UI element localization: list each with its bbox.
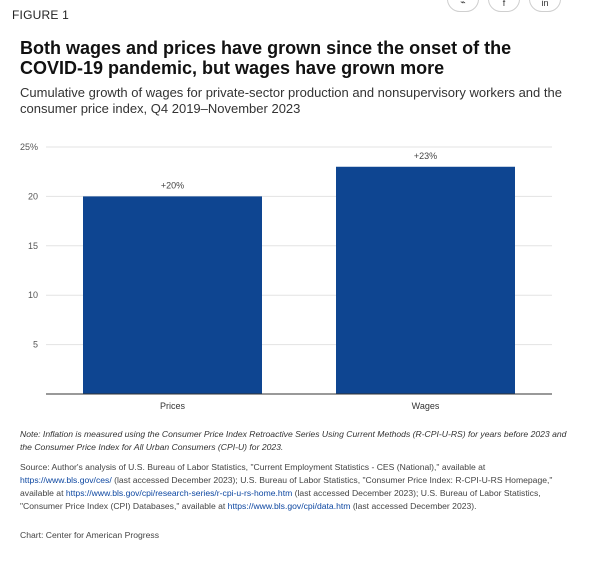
share-facebook-button[interactable]: f <box>488 0 520 12</box>
facebook-icon: f <box>502 0 506 8</box>
source-link-ces[interactable]: https://www.bls.gov/ces/ <box>20 475 112 485</box>
source-text-4: (last accessed December 2023). <box>350 501 477 511</box>
link-icon: ⌁ <box>460 0 466 7</box>
y-tick-label: 5 <box>33 340 38 350</box>
y-tick-label: 20 <box>28 191 38 201</box>
y-tick-label: 15 <box>28 241 38 251</box>
data-label: +23% <box>414 151 437 161</box>
linkedin-icon: in <box>541 0 549 8</box>
bar-chart: 5 10 15 20 25% +20% Prices +23% Wages <box>20 142 552 411</box>
source-text-3: (last accessed December 2023); U.S. Bure… <box>20 488 541 511</box>
chart-source: Source: Author's analysis of U.S. Bureau… <box>20 461 570 513</box>
source-link-cpi[interactable]: https://www.bls.gov/cpi/data.htm <box>227 501 351 511</box>
data-label: +20% <box>161 180 184 190</box>
x-tick-label: Wages <box>412 401 440 411</box>
chart-title: Both wages and prices have grown since t… <box>20 38 512 78</box>
chart-subtitle: Cumulative growth of wages for private-s… <box>20 85 562 116</box>
chart-credit: Chart: Center for American Progress <box>20 530 159 540</box>
bar-wages <box>336 166 515 394</box>
bar-prices <box>83 196 262 394</box>
source-text-2: (last accessed December 2023); U.S. Bure… <box>20 475 553 498</box>
source-link-rcpi[interactable]: https://www.bls.gov/cpi/research-series/… <box>65 488 293 498</box>
y-tick-label: 25% <box>20 142 38 152</box>
share-linkedin-button[interactable]: in <box>529 0 561 12</box>
x-tick-label: Prices <box>160 401 186 411</box>
y-tick-label: 10 <box>28 290 38 300</box>
chart-note: Note: Inflation is measured using the Co… <box>20 429 567 452</box>
share-link-button[interactable]: ⌁ <box>447 0 479 12</box>
figure-label: FIGURE 1 <box>12 8 69 22</box>
source-text-1: Source: Author's analysis of U.S. Bureau… <box>20 462 486 472</box>
